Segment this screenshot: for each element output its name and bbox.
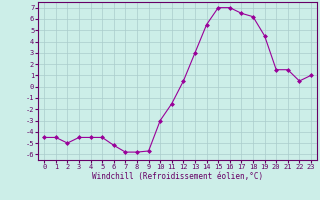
X-axis label: Windchill (Refroidissement éolien,°C): Windchill (Refroidissement éolien,°C)	[92, 172, 263, 181]
